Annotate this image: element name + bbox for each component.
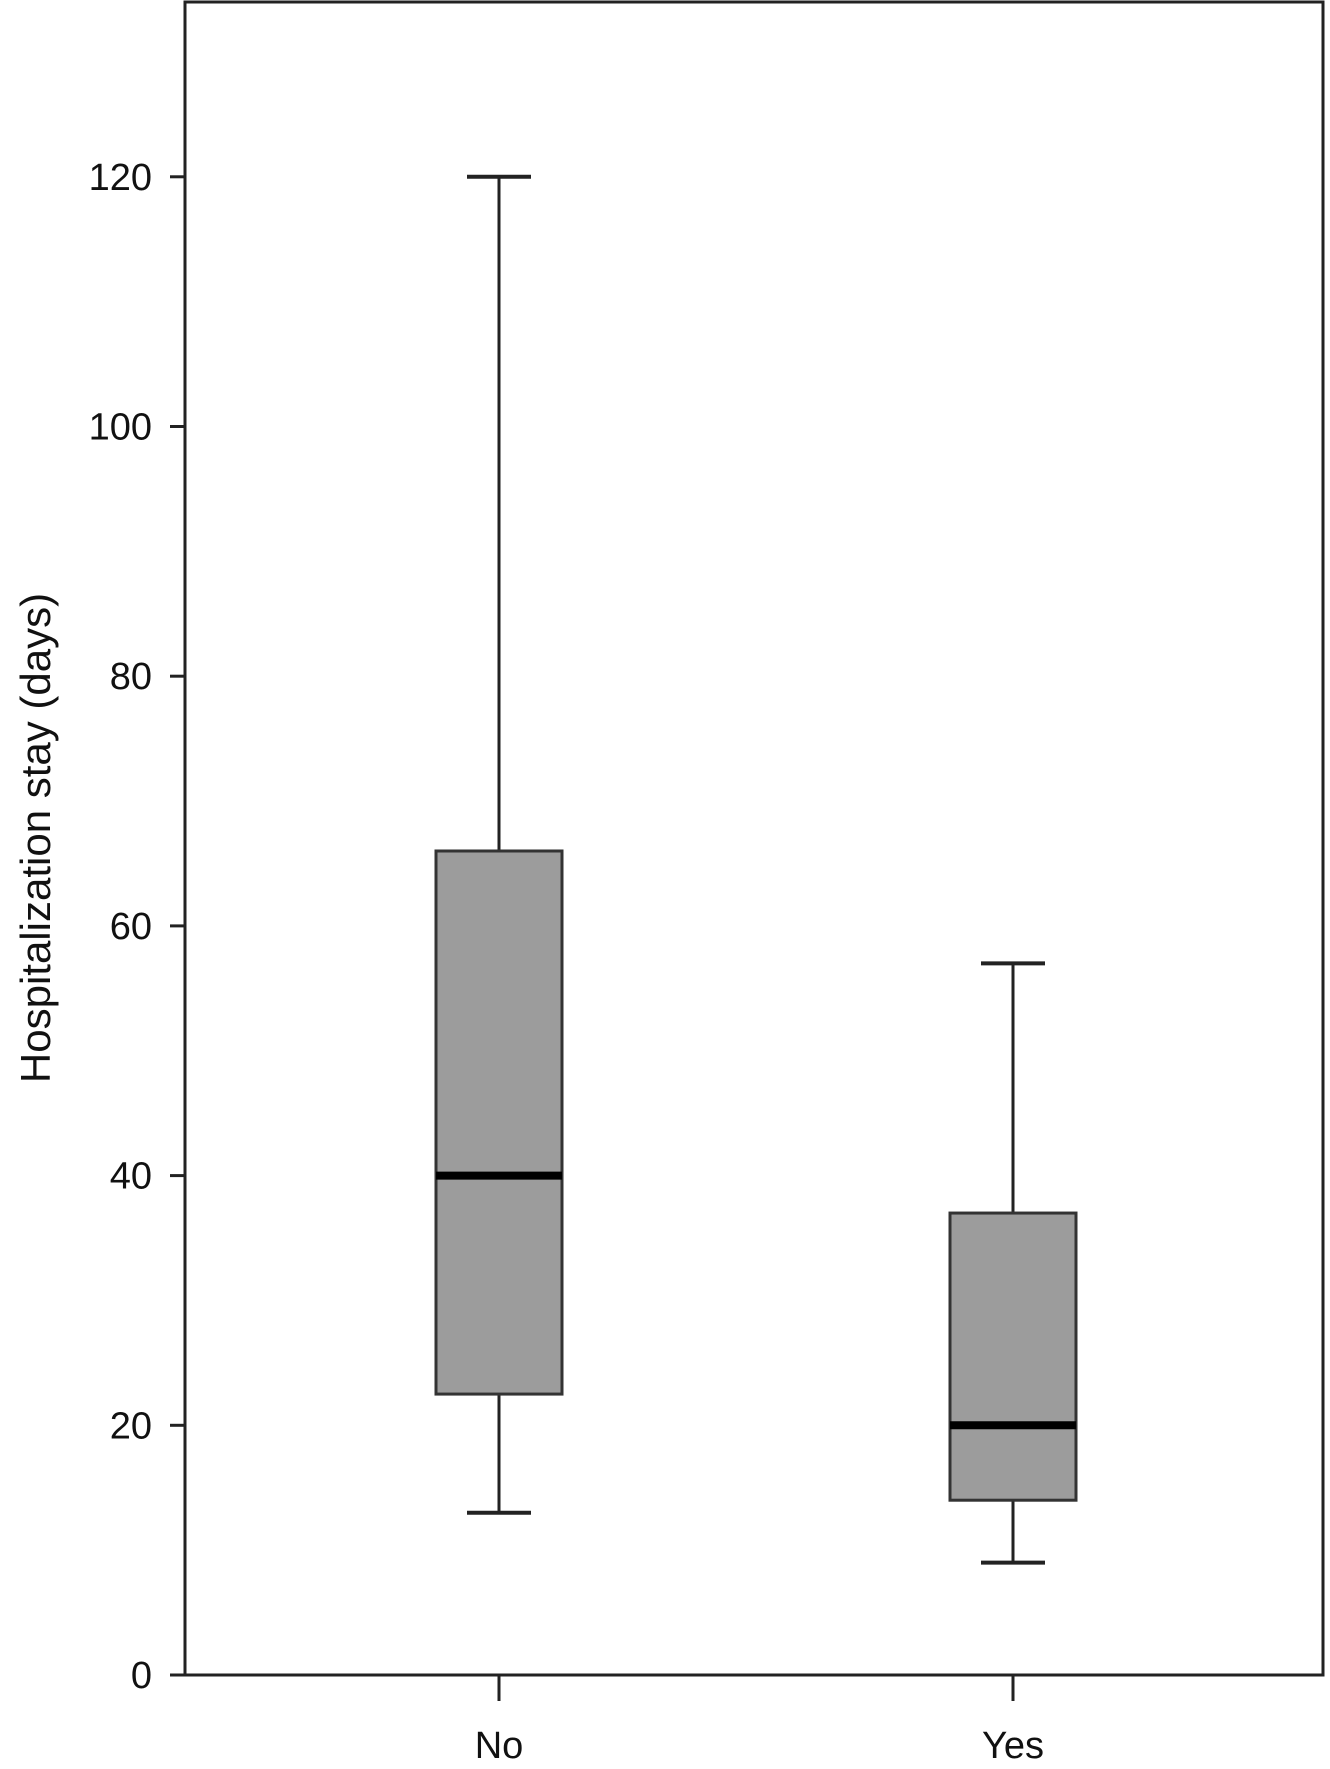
y-tick-label: 40 <box>110 1156 152 1198</box>
x-axis-ticks: No Yes <box>475 1675 1044 1767</box>
iqr-box <box>434 849 564 1396</box>
boxes-group <box>434 174 1078 1565</box>
x-tick-label: Yes <box>982 1725 1044 1767</box>
box-yes <box>948 961 1078 1565</box>
y-axis-title: Hospitalization stay (days) <box>12 593 59 1083</box>
y-tick-label: 60 <box>110 906 152 948</box>
iqr-box <box>948 1211 1078 1502</box>
y-axis-ticks: 0 20 40 60 80 100 120 <box>89 157 185 1697</box>
box-no <box>434 174 564 1515</box>
y-tick-label: 80 <box>110 656 152 698</box>
y-tick-label: 0 <box>131 1655 152 1697</box>
y-tick-label: 20 <box>110 1405 152 1447</box>
plot-frame <box>183 0 1325 1677</box>
y-tick-label: 100 <box>89 406 152 448</box>
x-tick-label: No <box>475 1725 524 1767</box>
y-tick-label: 120 <box>89 157 152 199</box>
